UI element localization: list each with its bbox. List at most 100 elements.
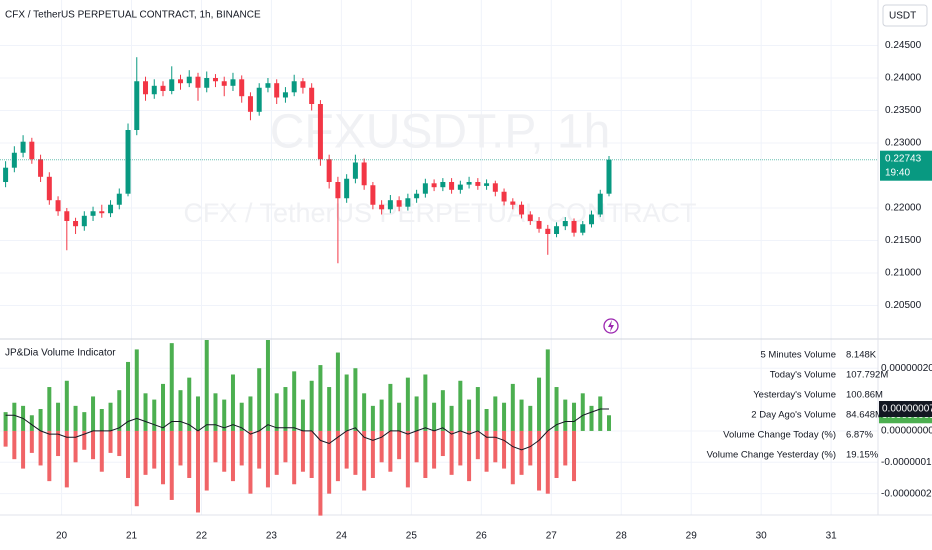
symbol-title: CFX / TetherUS PERPETUAL CONTRACT, 1h, B… [5, 10, 261, 21]
candle-body [361, 162, 367, 186]
volume-bar [169, 343, 174, 431]
candle-body [282, 92, 288, 98]
candle-body [352, 162, 358, 179]
volume-bar [64, 430, 69, 488]
volume-bar [21, 430, 26, 469]
y-tick-label: -0.00000020 [881, 488, 932, 499]
volume-bar [283, 430, 288, 463]
last-value-label: 0.00000007 [882, 404, 932, 415]
moving-average-line [5, 408, 609, 451]
volume-bar [449, 405, 454, 431]
volume-bar [248, 430, 253, 494]
volume-bar [274, 393, 279, 431]
volume-bar [598, 396, 603, 431]
candle-body [466, 182, 472, 185]
volume-bar [126, 430, 131, 478]
volume-bar [64, 380, 69, 431]
volume-bar [318, 365, 323, 431]
volume-bar [82, 412, 87, 431]
volume-bar [178, 430, 183, 466]
volume-bar [56, 402, 61, 431]
volume-bar [204, 340, 209, 431]
candle-body [64, 211, 70, 221]
stats-value: 8.148K [846, 350, 877, 361]
volume-bar [230, 430, 235, 482]
volume-bar [362, 393, 367, 431]
volume-bar [265, 430, 270, 488]
volume-bar [537, 430, 542, 491]
candle-body [431, 183, 437, 188]
stats-value: 6.87% [846, 430, 873, 441]
volume-bar [152, 399, 157, 431]
x-tick-label: 26 [476, 531, 488, 542]
currency-button[interactable] [882, 4, 928, 27]
volume-bar [73, 405, 78, 431]
volume-bar [502, 430, 507, 469]
x-tick-label: 21 [126, 531, 138, 542]
volume-bar [12, 430, 17, 460]
candle-body [169, 79, 175, 91]
volume-bar [265, 340, 270, 431]
candle-body [46, 176, 52, 201]
volume-bar [300, 399, 305, 431]
x-tick-label: 25 [406, 531, 418, 542]
volume-bar [38, 408, 43, 431]
volume-bar [493, 396, 498, 431]
watermark-name: CFX / TetherUS PERPETUAL CONTRACT [183, 198, 696, 228]
candle-body [545, 228, 551, 234]
candle-body [422, 183, 428, 194]
candle-body [151, 85, 157, 95]
stats-label: 2 Day Ago's Volume [751, 410, 836, 421]
volume-bar [99, 430, 104, 472]
volume-bar [222, 430, 227, 472]
volume-bar [545, 349, 550, 431]
candle-body [536, 221, 542, 229]
volume-bar [274, 430, 279, 475]
volume-bar [432, 430, 437, 469]
volume-bar [283, 387, 288, 431]
volume-bar [580, 393, 585, 431]
volume-bar [335, 430, 340, 482]
volume-bar [126, 361, 131, 431]
volume-bar [327, 387, 332, 431]
volume-bar [230, 374, 235, 431]
plot: 20 21 22 23 24 25 26 27 28 29 30 31 0.24500 0.24000 0.… [0, 40, 932, 542]
volume-bar [169, 430, 174, 500]
volume-bar [449, 430, 454, 475]
candle-body [440, 182, 446, 188]
candle-body [11, 152, 17, 168]
candle-body [370, 185, 376, 205]
volume-bar [362, 430, 367, 491]
volume-bar [108, 402, 113, 431]
x-tick-label: 23 [266, 531, 278, 542]
candle-body [160, 85, 166, 91]
candle-body [414, 193, 420, 199]
volume-bar [29, 430, 34, 453]
alert-icon[interactable] [603, 318, 619, 334]
stats-label: Volume Change Yesterday (%) [707, 450, 836, 461]
volume-bar [563, 399, 568, 431]
y-tick-label: 0.22000 [885, 203, 922, 214]
currency-label[interactable]: USDT [889, 11, 916, 22]
volume-bar [388, 383, 393, 431]
volume-bar [134, 349, 139, 431]
volume-bar [143, 430, 148, 475]
volume-bar [117, 430, 122, 457]
candle-body [29, 141, 35, 160]
stats-label: Yesterday's Volume [753, 390, 836, 401]
volume-bar [388, 430, 393, 472]
candle-body [20, 141, 26, 153]
candle-body [344, 178, 350, 199]
stats-value: 84.648M [846, 410, 883, 421]
volume-bar [589, 405, 594, 431]
volume-bar [117, 390, 122, 431]
last-price-label: 0.22743 [885, 153, 922, 164]
volume-bar [300, 430, 305, 472]
candle-body [99, 211, 105, 214]
volume-bar [91, 430, 96, 460]
volume-bar [423, 430, 428, 478]
x-tick-label: 30 [756, 531, 768, 542]
x-tick-label: 28 [616, 531, 628, 542]
candle-body [379, 204, 385, 210]
